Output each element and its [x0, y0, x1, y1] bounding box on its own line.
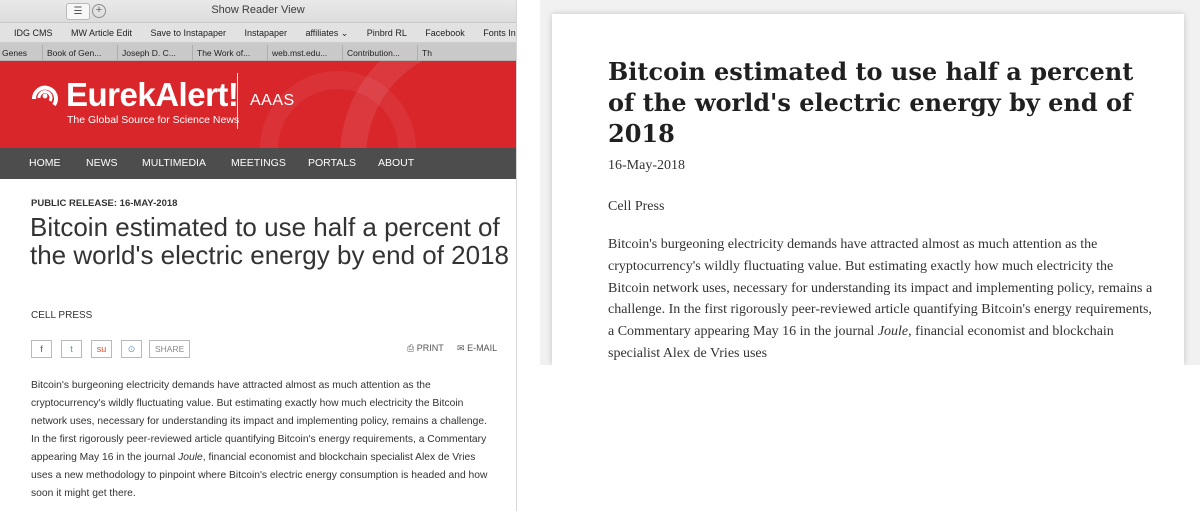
tab-bar: Genes Book of Gen... Joseph D. C... The Wor…	[0, 43, 516, 61]
reddit-icon[interactable]: ⊙	[121, 340, 142, 358]
site-nav: HOME NEWS MULTIMEDIA MEETINGS PORTALS AB…	[0, 148, 516, 179]
release-date: PUBLIC RELEASE: 16-MAY-2018	[31, 198, 178, 209]
nav-meetings[interactable]: MEETINGS	[231, 157, 286, 169]
bookmark-item[interactable]: MW Article Edit	[70, 28, 132, 38]
email-label: E-MAIL	[467, 343, 498, 353]
show-reader-view-button[interactable]: Show Reader View	[211, 4, 305, 16]
tab[interactable]: Contribution...	[342, 45, 417, 60]
nav-news[interactable]: NEWS	[86, 157, 118, 169]
reading-list-icon[interactable]: ☰	[66, 3, 90, 20]
bookmark-item[interactable]: Save to Instapaper	[150, 28, 226, 38]
site-logo[interactable]: EurekAlert!	[66, 76, 239, 113]
envelope-icon: ✉	[457, 343, 465, 353]
article-body: Bitcoin's burgeoning electricity demands…	[31, 380, 488, 499]
reader-date: 16-May-2018	[608, 158, 685, 173]
bookmark-item[interactable]: Facebook	[425, 28, 465, 38]
reader-source: Cell Press	[608, 199, 665, 214]
facebook-icon[interactable]: f	[31, 340, 52, 358]
tab[interactable]: Book of Gen...	[42, 45, 117, 60]
bookmark-item[interactable]: Instapaper	[244, 28, 287, 38]
print-link[interactable]: ⎙ PRINT	[407, 343, 444, 354]
tab[interactable]: Th	[417, 45, 492, 60]
reader-headline: Bitcoin estimated to use half a percent …	[608, 57, 1134, 148]
nav-portals[interactable]: PORTALS	[308, 157, 357, 169]
bookmark-item[interactable]: affiliates ⌄	[305, 28, 349, 38]
bookmark-item[interactable]: IDG CMS	[14, 28, 53, 38]
tab[interactable]: The Work of...	[192, 45, 267, 60]
nav-about[interactable]: ABOUT	[378, 157, 415, 169]
reader-view-page: Bitcoin estimated to use half a percent …	[552, 14, 1184, 365]
add-icon[interactable]: +	[92, 4, 106, 18]
site-tagline: The Global Source for Science News	[67, 114, 240, 126]
reader-view-bar: ☰ + Show Reader View	[0, 0, 516, 23]
site-header-banner: EurekAlert! The Global Source for Scienc…	[0, 61, 516, 148]
tab[interactable]: web.mst.edu...	[267, 45, 342, 60]
twitter-icon[interactable]: t	[61, 340, 82, 358]
stumbleupon-icon[interactable]: su	[91, 340, 112, 358]
share-button[interactable]: SHARE	[149, 340, 191, 358]
article-headline: Bitcoin estimated to use half a percent …	[30, 212, 510, 270]
tab[interactable]: Joseph D. C...	[117, 45, 192, 60]
aaas-logo[interactable]: AAAS	[250, 92, 295, 110]
print-label: PRINT	[416, 343, 444, 353]
nav-home[interactable]: HOME	[29, 157, 61, 169]
tab[interactable]: Genes	[2, 48, 28, 58]
bookmark-item[interactable]: Pinbrd RL	[366, 28, 407, 38]
bookmark-item[interactable]: Fonts In Use	[483, 28, 516, 38]
aaas-logo-text: AAAS	[250, 92, 295, 109]
logo-divider	[237, 73, 238, 129]
printer-icon: ⎙	[407, 343, 415, 353]
email-link[interactable]: ✉ E-MAIL	[457, 343, 497, 354]
bookmarks-bar: IDG CMS MW Article Edit Save to Instapap…	[0, 23, 516, 43]
article-source: CELL PRESS	[31, 310, 93, 321]
reader-view-window: Bitcoin estimated to use half a percent …	[540, 0, 1200, 365]
reader-body: Bitcoin's burgeoning electricity demands…	[608, 237, 1153, 361]
nav-multimedia[interactable]: MULTIMEDIA	[142, 157, 206, 169]
browser-window: ☰ + Show Reader View IDG CMS MW Article …	[0, 0, 517, 511]
eurekalert-swirl-icon	[31, 85, 58, 107]
